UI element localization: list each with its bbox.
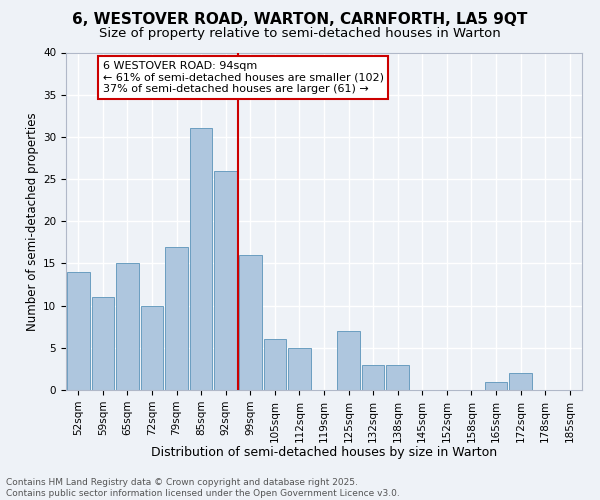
- Text: 6 WESTOVER ROAD: 94sqm
← 61% of semi-detached houses are smaller (102)
37% of se: 6 WESTOVER ROAD: 94sqm ← 61% of semi-det…: [103, 61, 384, 94]
- Bar: [116, 264, 139, 390]
- Bar: [190, 128, 212, 390]
- Text: Size of property relative to semi-detached houses in Warton: Size of property relative to semi-detach…: [99, 28, 501, 40]
- Bar: [92, 297, 114, 390]
- Y-axis label: Number of semi-detached properties: Number of semi-detached properties: [26, 112, 39, 330]
- Bar: [509, 373, 532, 390]
- Bar: [337, 331, 360, 390]
- Bar: [263, 340, 286, 390]
- Bar: [239, 255, 262, 390]
- Text: 6, WESTOVER ROAD, WARTON, CARNFORTH, LA5 9QT: 6, WESTOVER ROAD, WARTON, CARNFORTH, LA5…: [73, 12, 527, 28]
- Bar: [362, 364, 385, 390]
- X-axis label: Distribution of semi-detached houses by size in Warton: Distribution of semi-detached houses by …: [151, 446, 497, 459]
- Text: Contains HM Land Registry data © Crown copyright and database right 2025.
Contai: Contains HM Land Registry data © Crown c…: [6, 478, 400, 498]
- Bar: [214, 170, 237, 390]
- Bar: [288, 348, 311, 390]
- Bar: [386, 364, 409, 390]
- Bar: [485, 382, 508, 390]
- Bar: [140, 306, 163, 390]
- Bar: [67, 272, 89, 390]
- Bar: [165, 246, 188, 390]
